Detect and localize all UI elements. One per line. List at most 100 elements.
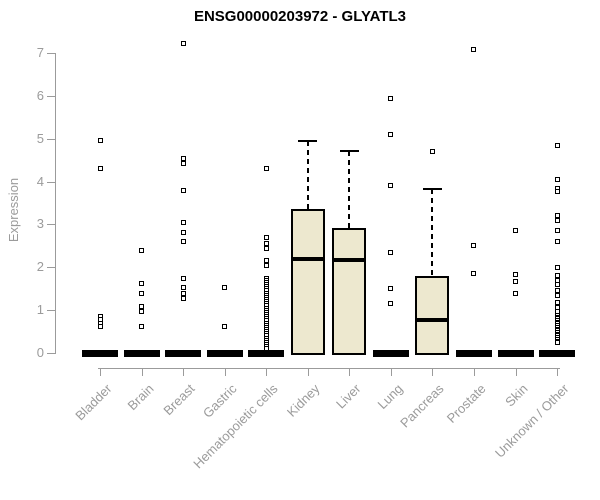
x-tick	[432, 369, 434, 376]
outlier-point	[222, 323, 228, 329]
x-tick	[183, 369, 185, 376]
outlier-point	[554, 228, 560, 234]
outlier-point	[388, 183, 394, 189]
collapsed-box-bar	[497, 350, 534, 357]
outlier-point	[554, 287, 560, 293]
x-tick-label: Unknown / Other	[492, 381, 572, 461]
outlier-point	[388, 131, 394, 137]
boxplot-box	[332, 227, 367, 355]
y-tick	[47, 138, 55, 140]
chart-title: ENSG00000203972 - GLYATL3	[193, 8, 407, 25]
boxplot-median	[332, 258, 367, 262]
x-tick	[349, 369, 351, 376]
collapsed-box-bar	[82, 350, 118, 357]
outlier-point	[554, 304, 560, 310]
outlier-point	[388, 249, 394, 255]
collapsed-box-bar	[123, 350, 160, 357]
outlier-point	[554, 277, 560, 283]
boxplot-median	[415, 317, 450, 322]
x-tick-label: Gastric	[199, 381, 240, 421]
outlier-point	[180, 239, 186, 245]
outlier-point	[97, 166, 103, 172]
outlier-point	[180, 160, 186, 166]
whisker-cap	[422, 188, 442, 191]
x-tick-label: Liver	[333, 381, 364, 412]
outlier-point	[180, 155, 186, 161]
boxplot-whisker	[348, 150, 351, 228]
y-tick	[47, 53, 55, 54]
y-tick	[47, 95, 55, 97]
outlier-point	[429, 149, 435, 155]
x-tick	[100, 369, 101, 376]
outlier-point	[388, 95, 394, 101]
outlier-point	[263, 257, 269, 263]
x-tick-label: Kidney	[283, 381, 323, 420]
outlier-point	[388, 286, 394, 292]
x-axis-line	[98, 368, 560, 369]
x-tick	[557, 369, 559, 376]
outlier-point	[554, 292, 560, 298]
x-tick	[515, 369, 517, 376]
outlier-point	[139, 290, 145, 296]
y-tick-label: 5	[36, 130, 44, 146]
x-tick	[141, 369, 143, 376]
y-tick	[47, 224, 55, 226]
outlier-point	[139, 323, 145, 329]
boxplot-whisker	[431, 189, 434, 276]
y-tick-label: 6	[36, 87, 44, 103]
outlier-point	[97, 323, 103, 329]
outlier-point	[554, 239, 560, 245]
outlier-point	[180, 295, 186, 301]
x-tick-label: Bladder	[72, 381, 115, 424]
outlier-point	[513, 227, 518, 233]
y-tick	[47, 181, 55, 183]
x-tick	[390, 369, 392, 376]
outlier-point	[554, 340, 560, 346]
outlier-point	[263, 241, 269, 247]
outlier-point	[513, 290, 518, 296]
outlier-point	[263, 262, 269, 268]
y-tick-label: 1	[36, 302, 44, 318]
y-tick-label: 4	[36, 173, 44, 189]
outlier-point	[554, 176, 560, 182]
x-tick-label: Brain	[124, 381, 157, 414]
outlier-point	[180, 219, 186, 225]
x-tick	[266, 369, 268, 376]
outlier-point	[139, 280, 145, 286]
boxplot-whisker	[306, 140, 309, 210]
outlier-point	[263, 234, 269, 240]
x-tick-label: Pancreas	[397, 381, 447, 431]
outlier-point	[180, 285, 186, 291]
outlier-point	[513, 271, 518, 277]
outlier-point	[139, 308, 145, 314]
outlier-point	[471, 242, 477, 248]
outlier-point	[554, 264, 560, 270]
y-tick	[47, 353, 55, 354]
y-tick-label: 0	[36, 345, 44, 360]
outlier-point	[554, 282, 560, 288]
outlier-point	[263, 246, 269, 252]
outlier-point	[97, 137, 103, 143]
outlier-point	[180, 41, 186, 47]
boxplot-box	[290, 209, 325, 355]
outlier-point	[471, 47, 477, 53]
outlier-point	[180, 187, 186, 193]
outlier-point	[388, 301, 394, 307]
y-tick-label: 7	[36, 45, 44, 60]
x-tick-label: Prostate	[443, 381, 489, 426]
collapsed-box-bar	[206, 350, 243, 357]
y-tick-label: 2	[36, 259, 44, 275]
collapsed-box-bar	[372, 350, 409, 357]
collapsed-box-bar	[455, 350, 492, 357]
outlier-point	[554, 142, 560, 148]
outlier-point	[180, 229, 186, 235]
collapsed-box-bar	[165, 350, 202, 357]
x-tick-label: Breast	[160, 381, 198, 419]
x-tick-label: Skin	[501, 381, 531, 410]
whisker-cap	[339, 149, 359, 152]
outlier-point	[139, 247, 145, 253]
boxplot-median	[290, 256, 325, 261]
outlier-point	[263, 166, 269, 172]
outlier-point	[513, 279, 518, 285]
